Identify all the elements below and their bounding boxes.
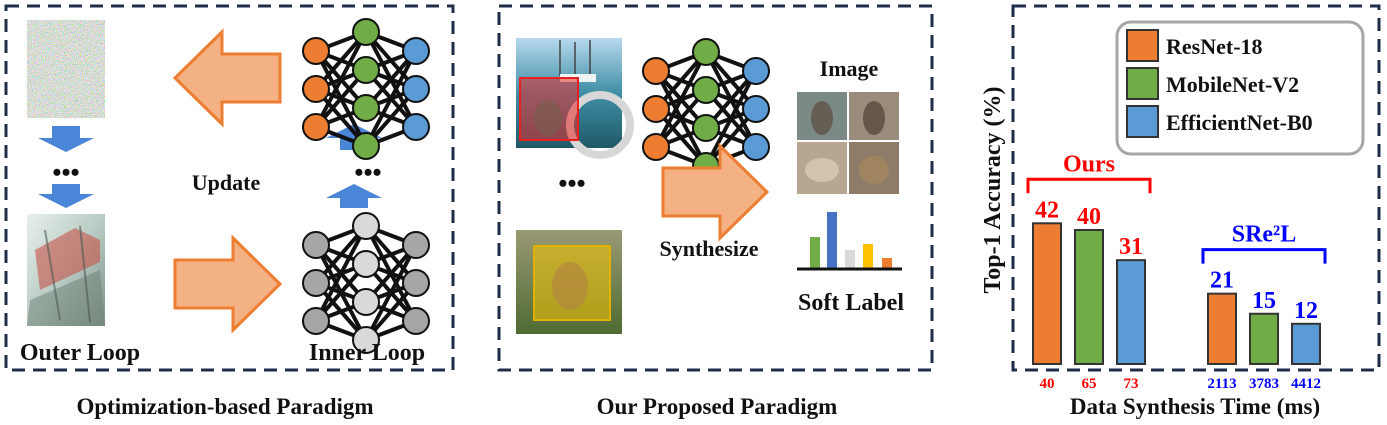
trained-network-icon [302, 18, 430, 160]
bar-value-label: 21 [1210, 268, 1234, 294]
bar-mobilenet-v2 [1249, 312, 1279, 365]
bar-efficientnet-b0 [1291, 322, 1321, 365]
legend-swatch [1126, 105, 1159, 138]
panel-accuracy-chart: Top-1 Accuracy (%) Data Synthesis Time (m… [980, 4, 1381, 419]
image-label: Image [820, 56, 879, 81]
accuracy-bar-chart: Top-1 Accuracy (%) Data Synthesis Time (m… [980, 20, 1365, 419]
network-node [302, 269, 330, 297]
down-arrow-icon [38, 184, 94, 208]
synthesize-label: Synthesize [660, 236, 759, 261]
panel-proposed-paradigm: ••• Synthesize Image [497, 4, 934, 372]
y-axis-label: Top-1 Accuracy (%) [980, 86, 1006, 293]
network-node [352, 288, 380, 316]
network-node [352, 326, 380, 354]
panel-optimization-paradigm: ••• Update ••• Outer Loop Inner Loop [4, 4, 455, 372]
network-node [642, 133, 670, 161]
network-node [642, 57, 670, 85]
network-node [692, 38, 720, 66]
network-node [402, 307, 430, 335]
network-node [402, 269, 430, 297]
legend-label: ResNet-18 [1166, 34, 1263, 59]
legend-label: EfficientNet-B0 [1166, 110, 1313, 135]
bar-resnet-18 [1032, 222, 1062, 365]
group-label: SRe²L [1232, 222, 1297, 248]
network-node [352, 56, 380, 84]
network-node [402, 37, 430, 65]
source-image-ship-cat [516, 38, 634, 159]
left-caption: Optimization-based Paradigm [76, 394, 373, 419]
time-tick-label: 40 [1040, 376, 1055, 392]
middle-caption: Our Proposed Paradigm [597, 394, 838, 419]
panel-border [497, 4, 934, 372]
update-arrow-left-icon [172, 28, 282, 128]
inner-dots: ••• [354, 158, 381, 187]
student-network-icon [302, 212, 430, 354]
time-tick-label: 4412 [1291, 376, 1321, 392]
bar-value-label: 31 [1119, 234, 1143, 260]
network-node [302, 75, 330, 103]
network-node [302, 37, 330, 65]
network-node [742, 133, 770, 161]
pretrained-network-icon [642, 38, 770, 180]
time-tick-label: 3783 [1249, 376, 1279, 392]
outer-loop-label: Outer Loop [20, 340, 140, 366]
down-arrow-icon [38, 126, 94, 152]
forward-arrow-right-icon [173, 234, 283, 334]
network-node [692, 114, 720, 142]
network-node [352, 250, 380, 278]
time-tick-label: 73 [1124, 376, 1139, 392]
soft-label-bars-icon [797, 212, 902, 271]
group-bracket [1026, 177, 1152, 194]
network-node [642, 95, 670, 123]
network-node [402, 75, 430, 103]
outer-dots: ••• [52, 158, 79, 187]
time-tick-label: 2113 [1207, 376, 1236, 392]
soft-label-label: Soft Label [798, 290, 904, 316]
inner-loop-label: Inner Loop [309, 340, 425, 366]
bar-value-label: 15 [1252, 288, 1276, 314]
bar-value-label: 12 [1294, 298, 1318, 324]
network-node [302, 307, 330, 335]
network-node [302, 113, 330, 141]
network-node [352, 212, 380, 240]
network-node [742, 57, 770, 85]
bar-value-label: 42 [1035, 197, 1059, 223]
network-node [352, 94, 380, 122]
up-arrow-icon [326, 184, 382, 208]
network-node [302, 231, 330, 259]
network-node [352, 18, 380, 46]
legend-swatch [1126, 29, 1159, 62]
noise-image [27, 20, 105, 118]
legend-label: MobileNet-V2 [1166, 72, 1299, 97]
network-node [692, 76, 720, 104]
synthesized-image-grid [797, 92, 899, 194]
chart-legend: ResNet-18 MobileNet-V2 EfficientNet-B0 [1115, 20, 1365, 156]
panel-border [4, 4, 455, 372]
group-bracket [1201, 248, 1327, 264]
bar-mobilenet-v2 [1074, 229, 1104, 365]
legend-swatch [1126, 67, 1159, 100]
bar-resnet-18 [1207, 292, 1237, 365]
synthesize-arrow-icon [661, 142, 770, 242]
network-node [402, 113, 430, 141]
source-image-grass-cat [516, 230, 622, 334]
bar-value-label: 40 [1077, 204, 1101, 230]
time-tick-label: 65 [1082, 376, 1097, 392]
network-node [742, 95, 770, 123]
x-axis-label: Data Synthesis Time (ms) [1070, 394, 1320, 419]
update-label: Update [192, 170, 261, 195]
group-label: Ours [1063, 151, 1115, 177]
network-node [352, 132, 380, 160]
panel-border [1011, 4, 1381, 372]
network-node [402, 231, 430, 259]
synthesized-image [27, 214, 105, 326]
bar-efficientnet-b0 [1116, 259, 1146, 365]
middle-dots: ••• [558, 169, 585, 198]
